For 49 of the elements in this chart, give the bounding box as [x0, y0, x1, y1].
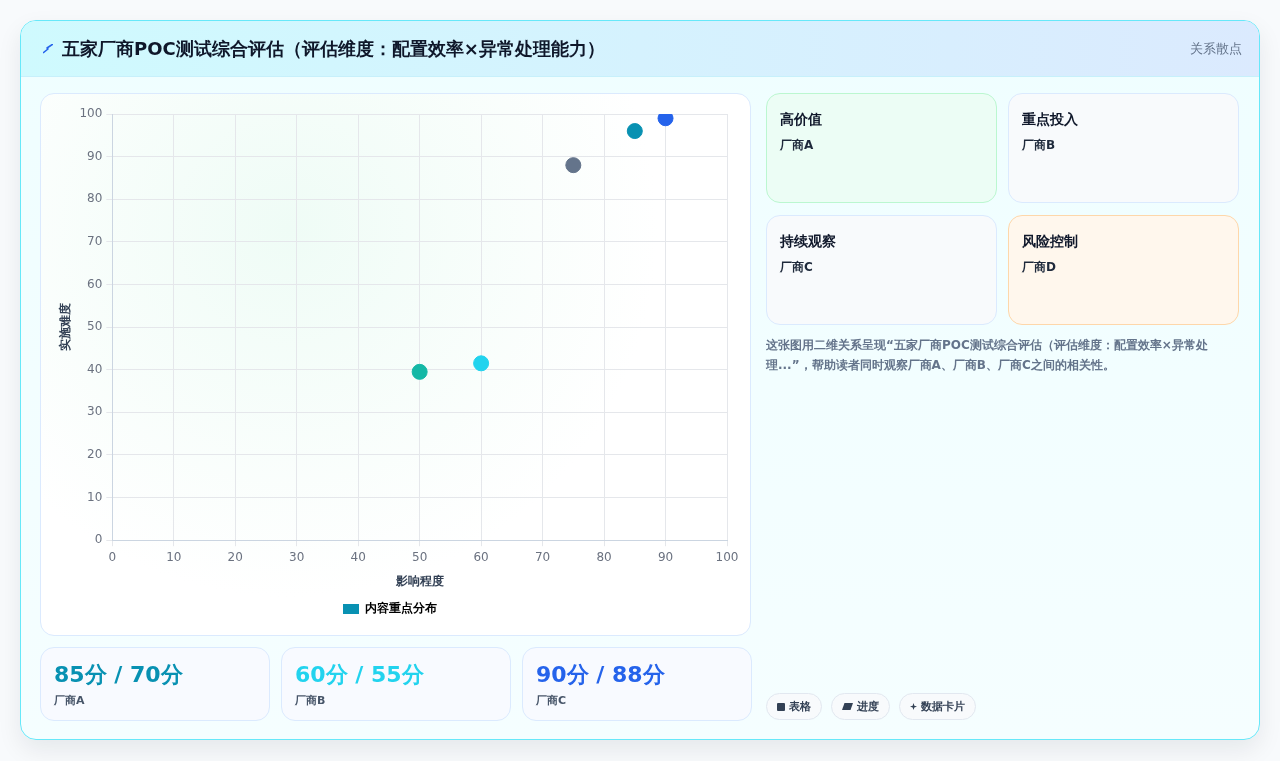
point	[411, 363, 428, 380]
text: 厂商D	[1022, 259, 1056, 275]
x-tick-label: 70	[534, 549, 551, 564]
text: 厂商B	[1022, 137, 1056, 153]
y-tick-label: 90	[87, 148, 103, 163]
text: 表格	[789, 699, 811, 714]
text: 持续观察	[780, 232, 836, 251]
text: 风险控制	[1022, 232, 1078, 251]
y-tick-label: 100	[79, 106, 103, 121]
text: 数据卡片	[921, 699, 965, 714]
y-tick-label: 40	[87, 361, 103, 376]
legend-label: 内容重点分布	[365, 601, 437, 616]
text: 厂商A	[54, 693, 85, 709]
y-tick-label: 50	[87, 319, 103, 334]
y-tick-label: 70	[87, 233, 103, 248]
point	[473, 355, 490, 372]
point	[626, 123, 643, 140]
y-tick-label: 0	[94, 532, 103, 547]
text: 60分 / 55分	[295, 661, 424, 689]
y-tick-label: 60	[87, 276, 103, 291]
y-tick-label: 30	[87, 404, 103, 419]
text: 90分 / 88分	[536, 661, 665, 689]
x-tick-label: 10	[166, 549, 182, 564]
x-tick-label: 80	[596, 549, 612, 564]
text: 85分 / 70分	[54, 661, 183, 689]
y-tick-label: 80	[87, 191, 103, 206]
text: 高价值	[780, 110, 822, 129]
y-tick-label: 20	[87, 447, 103, 462]
text: 重点投入	[1022, 110, 1078, 129]
x-tick-label: 50	[412, 549, 428, 564]
point	[565, 157, 582, 174]
text: 关系散点	[1190, 40, 1242, 58]
x-tick-label: 30	[289, 549, 305, 564]
y-axis-title: 实施难度	[58, 303, 73, 352]
y-tick-label: 10	[87, 489, 103, 504]
text: 厂商C	[780, 259, 813, 275]
chart-title: 五家厂商POC测试综合评估（评估维度：配置效率×异常处理能力）	[62, 37, 605, 61]
text: 这张图用二维关系呈现“五家厂商POC测试综合评估（评估维度：配置效率×异常处理...”，帮助读者同时观察厂商A、厂商B、厂商C之间的相关性。	[766, 337, 1209, 374]
x-tick-label: 40	[350, 549, 366, 564]
x-tick-label: 100	[715, 549, 739, 564]
x-tick-label: 60	[473, 549, 489, 564]
text: 厂商B	[295, 693, 326, 709]
text: 厂商A	[780, 137, 814, 153]
text: 进度	[857, 699, 879, 714]
x-tick-label: 90	[657, 549, 674, 564]
text: 厂商C	[536, 693, 567, 709]
x-tick-label: 20	[227, 549, 243, 564]
x-axis-title: 影响程度	[394, 573, 444, 588]
x-tick-label: 0	[108, 549, 117, 564]
